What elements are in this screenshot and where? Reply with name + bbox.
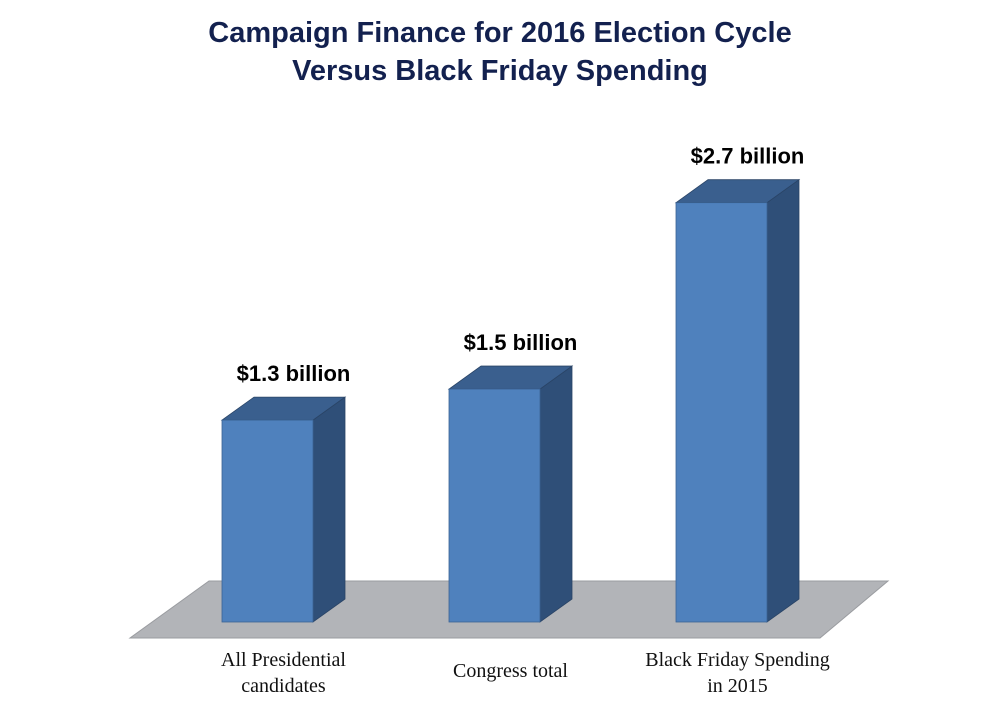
data-label-1: $1.5 billion <box>464 330 578 355</box>
bar-2 <box>675 202 768 623</box>
category-label-0-1: candidates <box>241 675 326 697</box>
category-label-1-0: Congress total <box>453 660 568 682</box>
data-label-0: $1.3 billion <box>237 361 351 386</box>
title-line-1: Campaign Finance for 2016 Election Cycle <box>208 17 792 49</box>
category-label-0-0: All Presidential <box>221 649 346 671</box>
category-label-2-0: Black Friday Spending <box>645 649 829 671</box>
bar-side-0 <box>312 396 346 623</box>
title-line-2: Versus Black Friday Spending <box>292 55 708 87</box>
category-label-2-1: in 2015 <box>707 675 768 697</box>
chart-title: Campaign Finance for 2016 Election Cycle… <box>0 14 1000 90</box>
data-label-2: $2.7 billion <box>691 144 805 169</box>
bar-side-1 <box>539 365 573 623</box>
bar-1 <box>448 388 541 623</box>
bar-0 <box>221 419 314 623</box>
bar-side-2 <box>766 178 800 623</box>
